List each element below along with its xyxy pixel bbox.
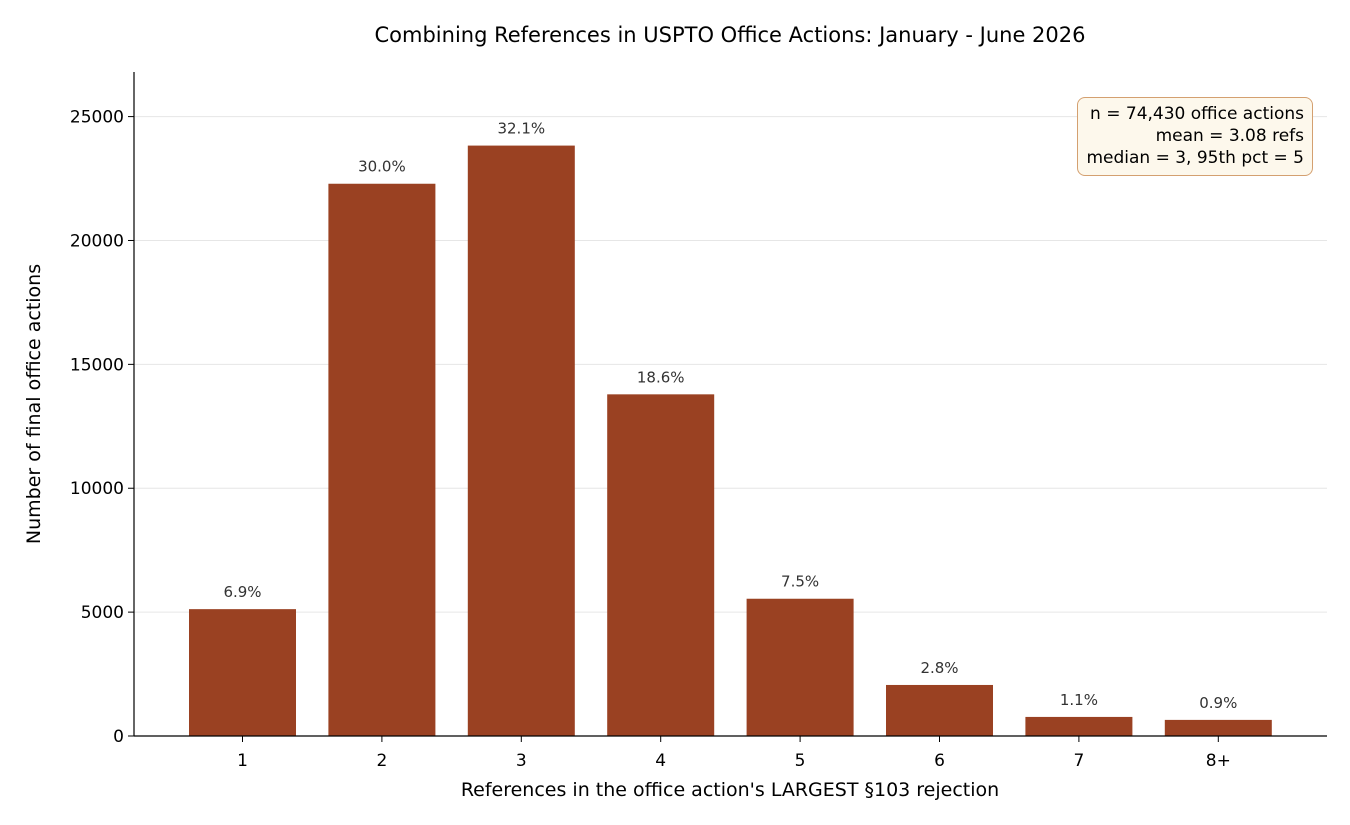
x-tick-label: 7 [1073,751,1084,771]
x-ticks-group: 1 2 3 4 5 6 7 8+ [237,736,1231,771]
x-tick-label: 2 [376,751,387,771]
chart-title: Combining References in USPTO Office Act… [375,23,1086,47]
data-label: 1.1% [1060,691,1098,709]
data-label: 6.9% [223,583,261,601]
data-label: 0.9% [1199,694,1237,712]
x-tick-label: 5 [795,751,806,771]
bars-group [189,145,1272,736]
x-axis-label: References in the office action's LARGES… [461,779,999,801]
stats-line-mean: mean = 3.08 refs [1155,126,1304,146]
data-labels-group: 6.9% 30.0% 32.1% 18.6% 7.5% 2.8% 1.1% 0.9% [223,120,1237,712]
stats-line-median: median = 3, 95th pct = 5 [1086,148,1304,168]
data-label: 2.8% [920,659,958,677]
bar-7 [1025,716,1133,736]
y-tick-label: 25000 [70,108,124,128]
y-tick-label: 0 [113,727,124,747]
x-tick-label: 3 [516,751,527,771]
gridlines [134,116,1327,613]
data-label: 30.0% [358,158,406,176]
bar-1 [189,609,296,736]
data-label: 18.6% [637,368,685,386]
bar-6 [886,684,993,736]
data-label: 7.5% [781,573,819,591]
bar-8plus [1164,719,1272,736]
y-axis-label: Number of final office actions [23,264,45,544]
y-tick-label: 15000 [70,355,124,375]
x-tick-label: 1 [237,751,248,771]
x-tick-label: 6 [934,751,945,771]
bar-5 [746,598,854,736]
y-ticks-group: 0 5000 10000 15000 20000 25000 [70,108,134,747]
bar-4 [607,394,715,736]
y-tick-label: 10000 [70,479,124,499]
y-tick-label: 5000 [81,603,124,623]
x-tick-label: 8+ [1206,751,1231,771]
stats-line-n: n = 74,430 office actions [1090,104,1304,124]
bar-2 [328,183,436,736]
stats-annotation-box: n = 74,430 office actions mean = 3.08 re… [1077,97,1313,176]
y-tick-label: 20000 [70,231,124,251]
data-label: 32.1% [497,120,545,138]
x-tick-label: 4 [655,751,666,771]
bar-3 [467,145,575,736]
